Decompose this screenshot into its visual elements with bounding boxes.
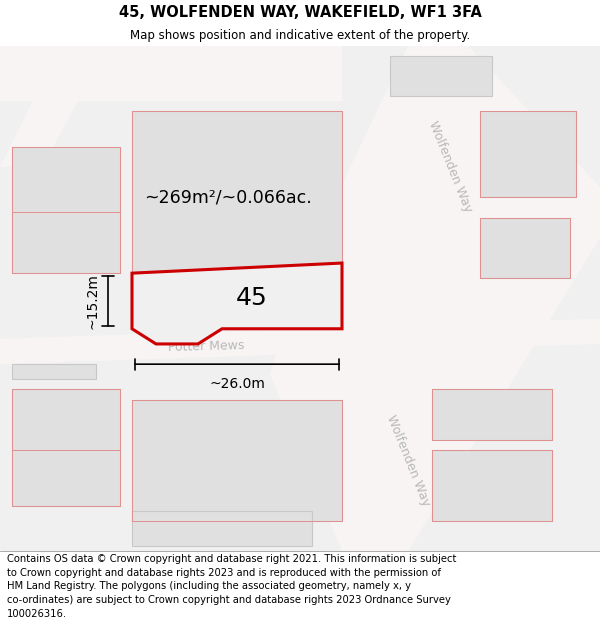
Polygon shape — [270, 46, 600, 551]
Polygon shape — [132, 263, 342, 344]
Polygon shape — [0, 319, 600, 364]
Text: Contains OS data © Crown copyright and database right 2021. This information is : Contains OS data © Crown copyright and d… — [7, 554, 457, 619]
Text: Wolfenden Way: Wolfenden Way — [384, 412, 432, 508]
Text: ~26.0m: ~26.0m — [209, 377, 265, 391]
Text: ~15.2m: ~15.2m — [85, 273, 99, 329]
Text: Wolfenden Way: Wolfenden Way — [426, 119, 474, 214]
Polygon shape — [390, 56, 492, 96]
Polygon shape — [0, 46, 600, 551]
Polygon shape — [132, 511, 312, 546]
Polygon shape — [132, 111, 342, 273]
Text: 45: 45 — [236, 286, 268, 311]
Polygon shape — [132, 399, 342, 521]
Polygon shape — [432, 389, 552, 440]
Polygon shape — [12, 147, 120, 273]
Polygon shape — [432, 450, 552, 521]
Polygon shape — [480, 217, 570, 278]
Text: ~269m²/~0.066ac.: ~269m²/~0.066ac. — [144, 188, 312, 206]
Polygon shape — [480, 111, 576, 198]
Polygon shape — [12, 389, 120, 506]
Polygon shape — [0, 46, 342, 101]
Polygon shape — [12, 364, 96, 379]
Text: Map shows position and indicative extent of the property.: Map shows position and indicative extent… — [130, 29, 470, 42]
Text: 45, WOLFENDEN WAY, WAKEFIELD, WF1 3FA: 45, WOLFENDEN WAY, WAKEFIELD, WF1 3FA — [119, 5, 481, 20]
Polygon shape — [0, 46, 108, 167]
Text: Potter Mews: Potter Mews — [168, 339, 245, 354]
